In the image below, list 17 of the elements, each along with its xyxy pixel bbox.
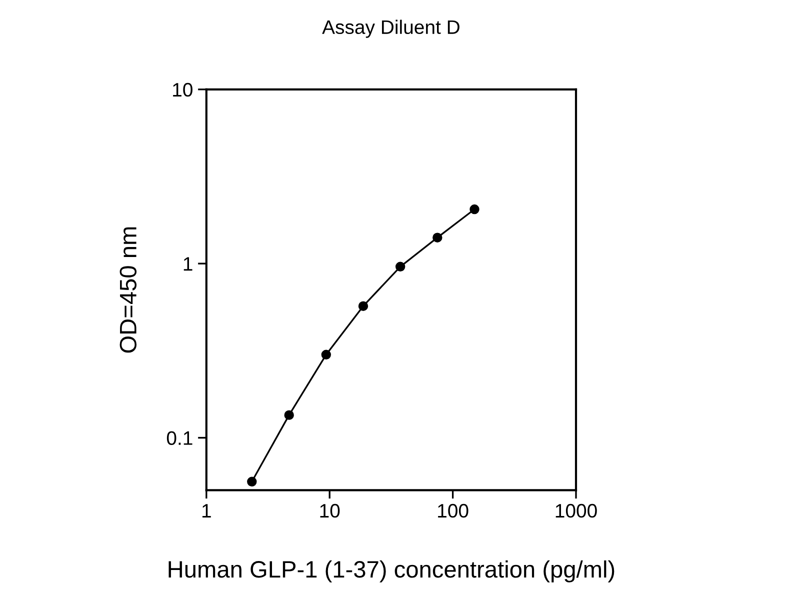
y-axis-title: OD=450 nm: [120, 227, 137, 353]
x-tick-label: 10: [320, 504, 340, 518]
point: [470, 204, 480, 214]
y-tick-label: 1: [184, 257, 192, 271]
point: [284, 410, 294, 420]
point: [358, 301, 368, 311]
y-tick-label: 0.1: [166, 431, 192, 446]
point: [432, 232, 442, 242]
chart-title: Assay Diluent D: [322, 20, 460, 38]
point: [247, 476, 257, 486]
x-tick-label: 1000: [556, 504, 597, 518]
point: [395, 262, 406, 272]
x-axis-title: Human GLP-1 (1-37) concentration (pg/ml): [168, 560, 614, 582]
y-tick-label: 10: [173, 82, 192, 97]
point: [321, 350, 332, 360]
x-tick-label: 100: [438, 504, 468, 518]
x-tick-label: 1: [202, 504, 211, 518]
